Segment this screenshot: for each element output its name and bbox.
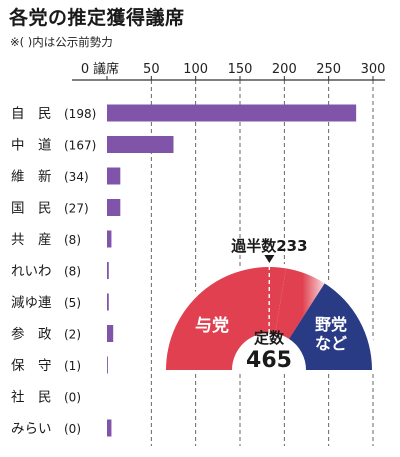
pre-election-seats-label: (0) bbox=[64, 422, 81, 436]
pre-election-seats-label: (34) bbox=[64, 170, 89, 184]
category-label: 共 産 bbox=[11, 232, 52, 248]
opposition-label: 野党など bbox=[315, 315, 347, 353]
x-tick-label: 250 bbox=[316, 62, 341, 77]
bar bbox=[107, 419, 112, 437]
bars bbox=[107, 104, 357, 437]
x-axis: 0 50 100 150 200 250 300 議席 bbox=[72, 61, 386, 81]
category-label: 保 守 bbox=[11, 358, 52, 374]
pre-election-seats-label: (27) bbox=[64, 202, 89, 216]
x-tick-label: 300 bbox=[361, 62, 386, 77]
category-label: 参 政 bbox=[11, 326, 52, 343]
majority-marker bbox=[264, 255, 275, 264]
majority-label: 過半数233 bbox=[230, 237, 307, 255]
bar bbox=[107, 262, 109, 279]
boundary-sector bbox=[275, 268, 325, 339]
chart-note: ※( )内は公示前勢力 bbox=[10, 35, 113, 49]
bar bbox=[107, 230, 112, 248]
pre-election-seats-label: (2) bbox=[64, 328, 81, 342]
grid bbox=[150, 80, 374, 446]
x-axis-unit-label: 議席 bbox=[93, 61, 119, 77]
pre-election-seats-label: (0) bbox=[64, 391, 81, 405]
ruling-sector bbox=[166, 267, 286, 370]
pre-election-seats-label: (1) bbox=[64, 359, 81, 373]
category-label: 社 民 bbox=[11, 390, 52, 406]
total-value: 465 bbox=[246, 348, 292, 373]
pre-election-seats-label: (198) bbox=[64, 107, 96, 121]
pre-election-seats-label: (8) bbox=[64, 233, 81, 247]
x-tick-label: 200 bbox=[272, 62, 297, 77]
x-tick-label: 50 bbox=[143, 62, 160, 77]
pre-election-seats-label: (5) bbox=[64, 296, 81, 310]
category-labels: 自 民 (198) 中 道 (167) 維 新 (34) 国 民 (27) 共 産 (8) れいわ (… bbox=[11, 106, 96, 437]
category-label: みらい bbox=[11, 421, 52, 437]
bar bbox=[107, 325, 114, 342]
category-label: 中 道 bbox=[11, 138, 52, 154]
bar bbox=[107, 104, 357, 122]
pre-election-seats-label: (8) bbox=[64, 265, 81, 279]
category-label: 自 民 bbox=[11, 106, 52, 122]
category-label: れいわ bbox=[11, 264, 52, 280]
bar bbox=[107, 199, 121, 216]
bar bbox=[107, 167, 121, 185]
x-tick-label: 100 bbox=[183, 62, 208, 77]
bar bbox=[107, 136, 174, 153]
total-label: 定数 bbox=[254, 329, 285, 347]
chart-title: 各党の推定獲得議席 bbox=[9, 7, 185, 29]
bar bbox=[107, 293, 109, 311]
category-label: 国 民 bbox=[11, 201, 52, 217]
pre-election-seats-label: (167) bbox=[64, 139, 96, 153]
x-tick-label: 0 bbox=[81, 62, 89, 77]
bar bbox=[107, 356, 108, 374]
category-label: 維 新 bbox=[11, 169, 52, 185]
ruling-label: 与党 bbox=[195, 315, 229, 336]
opposition-sector bbox=[288, 283, 372, 370]
x-tick-label: 150 bbox=[228, 62, 253, 77]
category-label: 減ゆ連 bbox=[11, 294, 52, 311]
